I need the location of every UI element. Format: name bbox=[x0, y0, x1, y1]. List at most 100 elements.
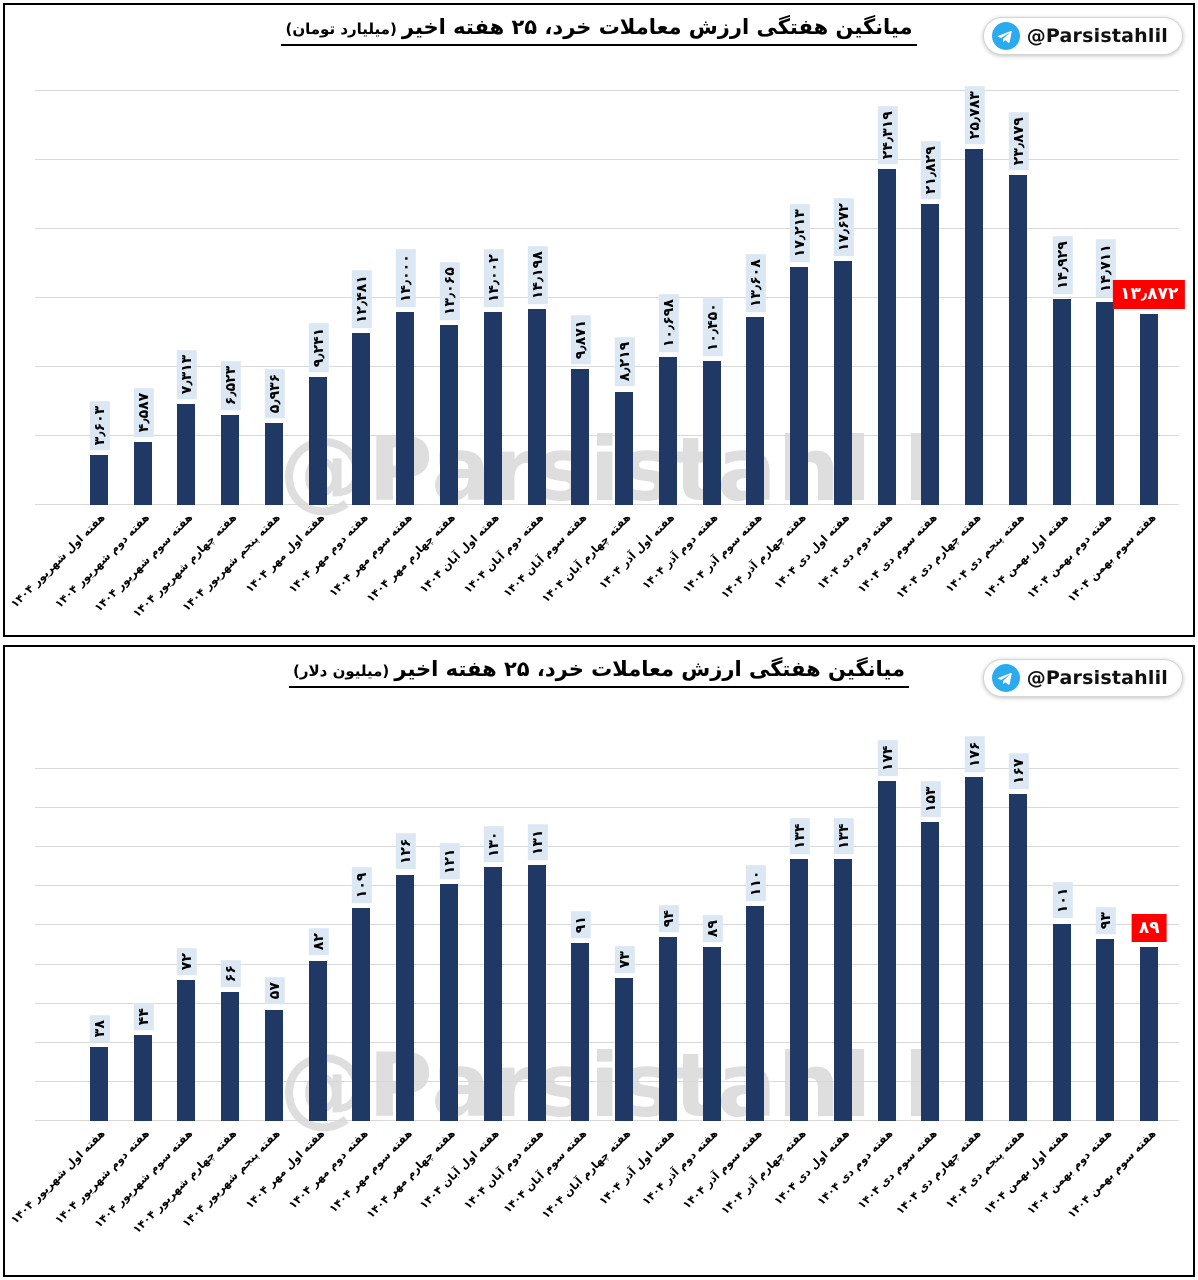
gridline bbox=[35, 435, 1179, 437]
bar bbox=[877, 780, 896, 1121]
bar bbox=[177, 404, 196, 505]
bar bbox=[615, 391, 634, 505]
telegram-badge[interactable]: @Parsistahlil bbox=[982, 659, 1183, 697]
x-axis-label: هفته چهارم آذر ۱۴۰۴ bbox=[718, 1127, 809, 1218]
value-label: ۳٫۶۰۳ bbox=[89, 400, 110, 451]
bar bbox=[1140, 313, 1159, 505]
x-axis-label: هفته چهارم دی ۱۴۰۴ bbox=[893, 511, 984, 602]
chart-title-text: میانگین هفتگی ارزش معاملات خرد، ۲۵ هفته … bbox=[401, 15, 913, 39]
bar bbox=[264, 423, 283, 505]
value-label: ۵٫۹۳۶ bbox=[264, 368, 285, 419]
bar-column: ۱۳٫۶۰۸ هفته سوم آذر ۱۴۰۴ bbox=[680, 91, 777, 596]
bar bbox=[264, 1009, 283, 1121]
bar-column: ۱۴٫۰۰۰ هفته سوم مهر ۱۴۰۴ bbox=[326, 91, 427, 599]
bar bbox=[790, 858, 809, 1121]
x-axis-label: هفته دوم دی ۱۴۰۴ bbox=[815, 1127, 896, 1208]
value-label: ۲۵٫۷۸۳ bbox=[965, 86, 986, 145]
bar-column: ۱۳۴ هفته چهارم آذر ۱۴۰۴ bbox=[718, 769, 821, 1217]
bar-column: ۸٫۲۱۹ هفته چهارم آبان ۱۴۰۴ bbox=[539, 91, 646, 605]
bar-column: ۲۵٫۷۸۳ هفته چهارم دی ۱۴۰۴ bbox=[893, 86, 996, 601]
bar-column: ۱۴٫۹۲۹ هفته اول بهمن ۱۴۰۴ bbox=[981, 91, 1084, 601]
chart-panel-toman: میانگین هفتگی ارزش معاملات خرد، ۲۵ هفته … bbox=[3, 3, 1195, 637]
bar-column: ۹٫۲۴۱ هفته اول مهر ۱۴۰۴ bbox=[243, 91, 340, 595]
watermark-text: @Parsistahlil bbox=[279, 1034, 935, 1137]
value-label: ۱۷۴ bbox=[877, 740, 898, 776]
bar bbox=[571, 368, 590, 505]
x-axis-label: هفته اول بهمن ۱۴۰۴ bbox=[981, 1127, 1071, 1217]
bar bbox=[352, 332, 371, 505]
bar-column: ۱۳۴ هفته اول دی ۱۴۰۴ bbox=[772, 769, 865, 1208]
bar bbox=[790, 267, 809, 505]
bars-container: ۳۸ هفته اول شهریور ۱۴۰۴ ۴۴ هفته دوم شهریور … bbox=[9, 736, 1171, 1236]
gridline bbox=[35, 366, 1179, 368]
bar bbox=[221, 414, 240, 505]
bar-column: ۳٫۶۰۳ هفته اول شهریور ۱۴۰۴ bbox=[9, 91, 121, 610]
gridline bbox=[35, 807, 1179, 809]
value-label: ۱۳۰ bbox=[483, 826, 504, 862]
value-label: ۹۳ bbox=[1096, 907, 1117, 935]
bar bbox=[702, 360, 721, 505]
x-axis-label: هفته اول بهمن ۱۴۰۴ bbox=[981, 511, 1071, 601]
bar bbox=[89, 1046, 108, 1121]
bar-column: ۱۰۱ هفته اول بهمن ۱۴۰۴ bbox=[981, 769, 1084, 1217]
value-label: ۱۴٫۱۹۸ bbox=[527, 246, 548, 305]
bar bbox=[746, 317, 765, 505]
bar bbox=[833, 261, 852, 505]
value-label: ۱۳٫۰۶۵ bbox=[439, 261, 460, 320]
x-axis-label: هفته اول آذر ۱۴۰۴ bbox=[596, 511, 678, 592]
bar-column: ۸۹ هفته سوم بهمن ۱۴۰۴ bbox=[1065, 769, 1171, 1221]
x-axis-label: هفته اول آبان ۱۴۰۴ bbox=[417, 511, 502, 596]
x-axis-label: هفته اول دی ۱۴۰۴ bbox=[771, 511, 853, 592]
x-axis-label: هفته اول آبان ۱۴۰۴ bbox=[417, 1127, 502, 1212]
value-label: ۸۲ bbox=[308, 928, 329, 956]
bar-column: ۵٫۹۳۶ هفته پنجم شهریور ۱۴۰۴ bbox=[180, 91, 296, 614]
bar-column: ۱۴٫۷۱۱ هفته دوم بهمن ۱۴۰۴ bbox=[1025, 91, 1128, 601]
x-axis-label: هفته سوم آذر ۱۴۰۴ bbox=[680, 1127, 765, 1212]
x-axis-label: هفته سوم مهر ۱۴۰۴ bbox=[326, 511, 415, 600]
bar-column: ۷٫۳۱۳ هفته سوم شهریور ۱۴۰۴ bbox=[92, 91, 209, 614]
value-label: ۴۴ bbox=[133, 1002, 154, 1030]
x-axis-label: هفته دوم دی ۱۴۰۴ bbox=[815, 511, 896, 592]
bar-column: ۹۱ هفته سوم آبان ۱۴۰۴ bbox=[501, 769, 602, 1216]
telegram-badge[interactable]: @Parsistahlil bbox=[982, 17, 1183, 55]
value-label: ۱۰۹ bbox=[352, 867, 373, 903]
telegram-icon bbox=[991, 664, 1020, 692]
bar bbox=[1052, 298, 1071, 505]
bar bbox=[177, 980, 196, 1121]
bar bbox=[1140, 946, 1159, 1121]
bar-column: ۱۰٫۶۹۸ هفته اول آذر ۱۴۰۴ bbox=[596, 91, 690, 592]
bar bbox=[308, 377, 327, 505]
gridline bbox=[35, 504, 1179, 505]
bar-column: ۶٫۵۲۳ هفته چهارم شهریور ۱۴۰۴ bbox=[130, 91, 252, 620]
chart-title-unit: (میلیون دلار) bbox=[292, 662, 390, 680]
x-axis-label: هفته دوم آبان ۱۴۰۴ bbox=[460, 1127, 546, 1212]
gridline bbox=[35, 885, 1179, 887]
gridline bbox=[35, 228, 1179, 230]
value-label: ۱۳۴ bbox=[789, 818, 811, 854]
x-axis-label: هفته دوم مهر ۱۴۰۴ bbox=[286, 1127, 371, 1212]
value-label: ۵۷ bbox=[264, 977, 285, 1005]
x-axis-label: هفته دوم بهمن ۱۴۰۴ bbox=[1024, 1127, 1115, 1217]
bar bbox=[615, 978, 634, 1121]
bar-column: ۱۰٫۴۵۰ هفته دوم آذر ۱۴۰۴ bbox=[640, 91, 734, 592]
gridline bbox=[35, 1080, 1179, 1082]
value-label: ۸٫۲۱۹ bbox=[614, 337, 636, 387]
chart-title-dollar: میانگین هفتگی ارزش معاملات خرد، ۲۵ هفته … bbox=[5, 657, 1193, 688]
bar-column: ۹٫۸۷۱ هفته سوم آبان ۱۴۰۴ bbox=[501, 91, 602, 600]
gridline bbox=[35, 297, 1179, 298]
gridline bbox=[35, 846, 1179, 848]
bar-column: ۲۴٫۳۱۹ هفته دوم دی ۱۴۰۴ bbox=[815, 91, 909, 592]
value-label: ۹٫۸۷۱ bbox=[571, 314, 592, 364]
value-label: ۱۶۷ bbox=[1008, 753, 1029, 790]
bar-column: ۱۷۴ هفته دوم دی ۱۴۰۴ bbox=[815, 740, 909, 1208]
value-label: ۱۴٫۹۲۹ bbox=[1052, 236, 1073, 294]
bar bbox=[352, 907, 371, 1121]
value-label: ۹٫۲۴۱ bbox=[308, 323, 329, 373]
bar bbox=[746, 905, 765, 1121]
bar-column: ۴٫۵۸۷ هفته دوم شهریور ۱۴۰۴ bbox=[52, 91, 165, 611]
value-label: ۱۷٫۲۱۳ bbox=[789, 204, 811, 263]
value-label: ۸۹ bbox=[702, 914, 723, 942]
bar bbox=[965, 776, 984, 1121]
bar bbox=[527, 309, 546, 505]
bar-column: ۱۵۳ هفته سوم دی ۱۴۰۴ bbox=[855, 769, 953, 1212]
